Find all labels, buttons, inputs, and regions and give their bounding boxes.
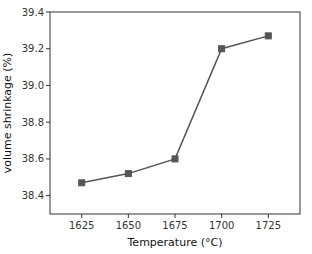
y-tick-label: 39.4 <box>22 7 44 18</box>
data-point <box>125 171 131 177</box>
x-tick-label: 1675 <box>162 220 187 231</box>
data-line <box>82 36 269 183</box>
y-tick <box>46 12 50 13</box>
y-tick-label: 38.8 <box>22 117 44 128</box>
data-point <box>265 33 271 39</box>
x-tick-label: 1700 <box>209 220 234 231</box>
x-tick <box>128 214 129 218</box>
x-tick-label: 1625 <box>69 220 94 231</box>
x-tick <box>175 214 176 218</box>
chart: 1625 1650 1675 1700 1725 38.4 38.6 38.8 39.0 39.2… <box>0 0 312 254</box>
y-tick-label: 38.4 <box>22 190 44 201</box>
y-tick-label: 39.2 <box>22 43 44 54</box>
x-axis-label: Temperature (°C) <box>127 236 223 249</box>
y-tick <box>46 48 50 49</box>
data-point <box>219 46 225 52</box>
data-group <box>79 33 272 186</box>
plot-frame <box>50 12 300 214</box>
x-tick <box>221 214 222 218</box>
y-axis-label: volume shrinkage (%) <box>1 53 14 174</box>
y-tick-label: 38.6 <box>22 153 44 164</box>
y-tick-label: 39.0 <box>22 80 44 91</box>
data-point <box>172 156 178 162</box>
x-tick-label: 1650 <box>116 220 141 231</box>
y-tick <box>46 158 50 159</box>
x-tick-label: 1725 <box>256 220 281 231</box>
y-tick <box>46 122 50 123</box>
y-tick <box>46 195 50 196</box>
y-tick <box>46 85 50 86</box>
x-tick <box>81 214 82 218</box>
data-point <box>79 180 85 186</box>
x-tick <box>268 214 269 218</box>
chart-container: 1625 1650 1675 1700 1725 38.4 38.6 38.8 39.0 39.2… <box>0 0 312 254</box>
